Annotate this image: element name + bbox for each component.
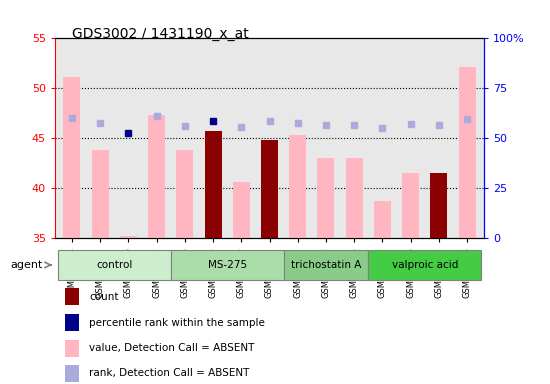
Bar: [430, 173, 447, 238]
Bar: [63, 77, 80, 238]
Bar: [317, 158, 334, 238]
Text: control: control: [96, 260, 133, 270]
Bar: [284, 250, 368, 280]
Text: valproic acid: valproic acid: [392, 260, 458, 270]
Bar: [289, 135, 306, 238]
Text: value, Detection Call = ABSENT: value, Detection Call = ABSENT: [89, 343, 254, 354]
Bar: [65, 365, 79, 382]
Bar: [459, 67, 476, 238]
Bar: [261, 140, 278, 238]
Bar: [368, 250, 481, 280]
Text: MS-275: MS-275: [207, 260, 247, 270]
Text: rank, Detection Call = ABSENT: rank, Detection Call = ABSENT: [89, 368, 249, 379]
Bar: [346, 158, 362, 238]
Text: agent: agent: [10, 260, 42, 270]
Bar: [92, 150, 108, 238]
Bar: [120, 236, 137, 238]
Bar: [177, 150, 193, 238]
Text: count: count: [89, 291, 118, 302]
Bar: [170, 250, 284, 280]
Bar: [65, 314, 79, 331]
Bar: [233, 182, 250, 238]
Bar: [58, 250, 170, 280]
Bar: [65, 340, 79, 357]
Text: GDS3002 / 1431190_x_at: GDS3002 / 1431190_x_at: [72, 27, 248, 41]
Bar: [402, 173, 419, 238]
Bar: [148, 115, 165, 238]
Text: percentile rank within the sample: percentile rank within the sample: [89, 318, 265, 328]
Bar: [374, 201, 391, 238]
Bar: [205, 131, 222, 238]
Text: trichostatin A: trichostatin A: [291, 260, 361, 270]
Bar: [65, 288, 79, 305]
